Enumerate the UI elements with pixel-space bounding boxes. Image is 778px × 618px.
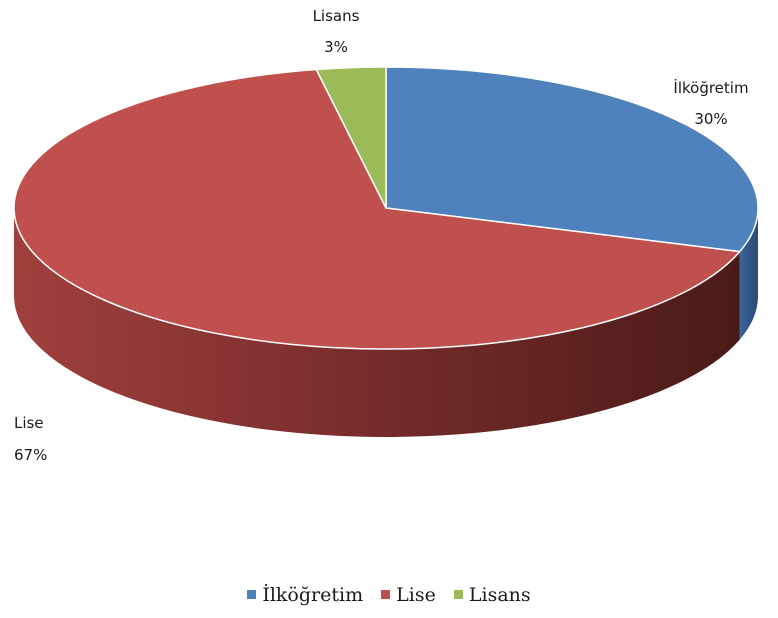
legend-swatch-lise: [381, 590, 391, 599]
legend-swatch-lisans: [453, 590, 463, 599]
data-label-value-i-lkogretim: 30%: [694, 110, 727, 128]
legend-swatch-ilkogretim: [247, 590, 257, 599]
data-label-name-i-lkogretim: İlköğretim: [673, 78, 748, 97]
pie-side-lise: [14, 208, 740, 437]
pie-slice-lise: [13, 68, 741, 350]
legend-label-lise: Lise: [396, 584, 436, 606]
data-label-value-lisans: 3%: [324, 38, 348, 56]
legend-label-lisans: Lisans: [468, 584, 531, 606]
data-label-value-lise: 67%: [14, 446, 47, 464]
chart-legend: İlköğretim Lise Lisans: [0, 584, 778, 606]
pie-slice-i-lkogretim: [385, 66, 759, 253]
legend-label-ilkogretim: İlköğretim: [262, 584, 364, 606]
pie-slice-lisans: [315, 66, 387, 209]
pie-side-i-lkogretim: [739, 208, 758, 340]
data-label-name-lisans: Lisans: [313, 7, 360, 25]
legend-item-lise: Lise: [381, 584, 436, 606]
data-label-name-lise: Lise: [14, 414, 44, 432]
legend-item-lisans: Lisans: [453, 584, 531, 606]
legend-item-ilkogretim: İlköğretim: [247, 584, 363, 606]
